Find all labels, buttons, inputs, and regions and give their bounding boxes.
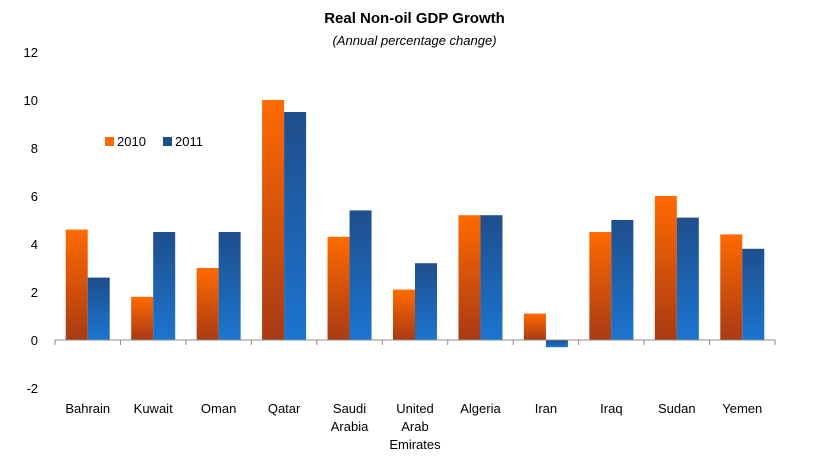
bar-2011 bbox=[218, 232, 241, 340]
bar-2011 bbox=[415, 263, 437, 340]
bar-2011 bbox=[742, 248, 765, 340]
y-tick-label: 6 bbox=[31, 189, 38, 204]
bar-2010 bbox=[523, 313, 546, 340]
chart-subtitle: (Annual percentage change) bbox=[332, 33, 497, 48]
bar-2010 bbox=[196, 268, 219, 340]
bar-2010 bbox=[327, 236, 350, 340]
y-tick-label: 0 bbox=[31, 333, 38, 348]
chart-title: Real Non-oil GDP Growth bbox=[324, 10, 505, 27]
x-tick-label: Iraq bbox=[600, 401, 622, 416]
x-tick-label: United Arab Emirates bbox=[389, 401, 441, 452]
bar-2010 bbox=[262, 100, 285, 340]
legend-label-2010: 2010 bbox=[117, 134, 146, 149]
x-tick-label: Bahrain bbox=[65, 401, 110, 416]
x-tick-label: Algeria bbox=[460, 401, 501, 416]
bar-2011 bbox=[545, 340, 568, 348]
legend-swatch-2011 bbox=[163, 137, 172, 146]
bar-2010 bbox=[720, 234, 743, 340]
y-tick-label: 12 bbox=[24, 45, 38, 60]
y-tick-label: -2 bbox=[26, 381, 38, 396]
bar-2011 bbox=[349, 210, 372, 340]
x-tick-label: Sudan bbox=[658, 401, 696, 416]
bar-2010 bbox=[65, 229, 88, 340]
x-tick-label: Yemen bbox=[722, 401, 762, 416]
x-tick-label: Qatar bbox=[268, 401, 301, 416]
x-tick-label: Oman bbox=[201, 401, 236, 416]
legend-swatch-2010 bbox=[105, 137, 114, 146]
bar-2011 bbox=[676, 217, 699, 340]
bar-2011 bbox=[611, 220, 634, 340]
y-tick-label: 4 bbox=[31, 237, 38, 252]
bar-2010 bbox=[458, 215, 481, 340]
x-tick-label: Kuwait bbox=[134, 401, 173, 416]
y-tick-label: 8 bbox=[31, 141, 38, 156]
bar-2010 bbox=[131, 296, 154, 340]
x-tick-label: Saudi Arabia bbox=[331, 401, 369, 434]
y-tick-label: 10 bbox=[24, 93, 38, 108]
bar-2011 bbox=[87, 277, 110, 340]
x-tick-label: Iran bbox=[535, 401, 557, 416]
y-tick-label: 2 bbox=[31, 285, 38, 300]
bar-2011 bbox=[153, 232, 176, 340]
bar-2010 bbox=[589, 232, 612, 340]
bar-2010 bbox=[393, 289, 415, 340]
bar-2010 bbox=[654, 196, 677, 340]
bar-2011 bbox=[284, 112, 307, 340]
legend-label-2011: 2011 bbox=[175, 134, 203, 149]
bar-2011 bbox=[480, 215, 503, 340]
